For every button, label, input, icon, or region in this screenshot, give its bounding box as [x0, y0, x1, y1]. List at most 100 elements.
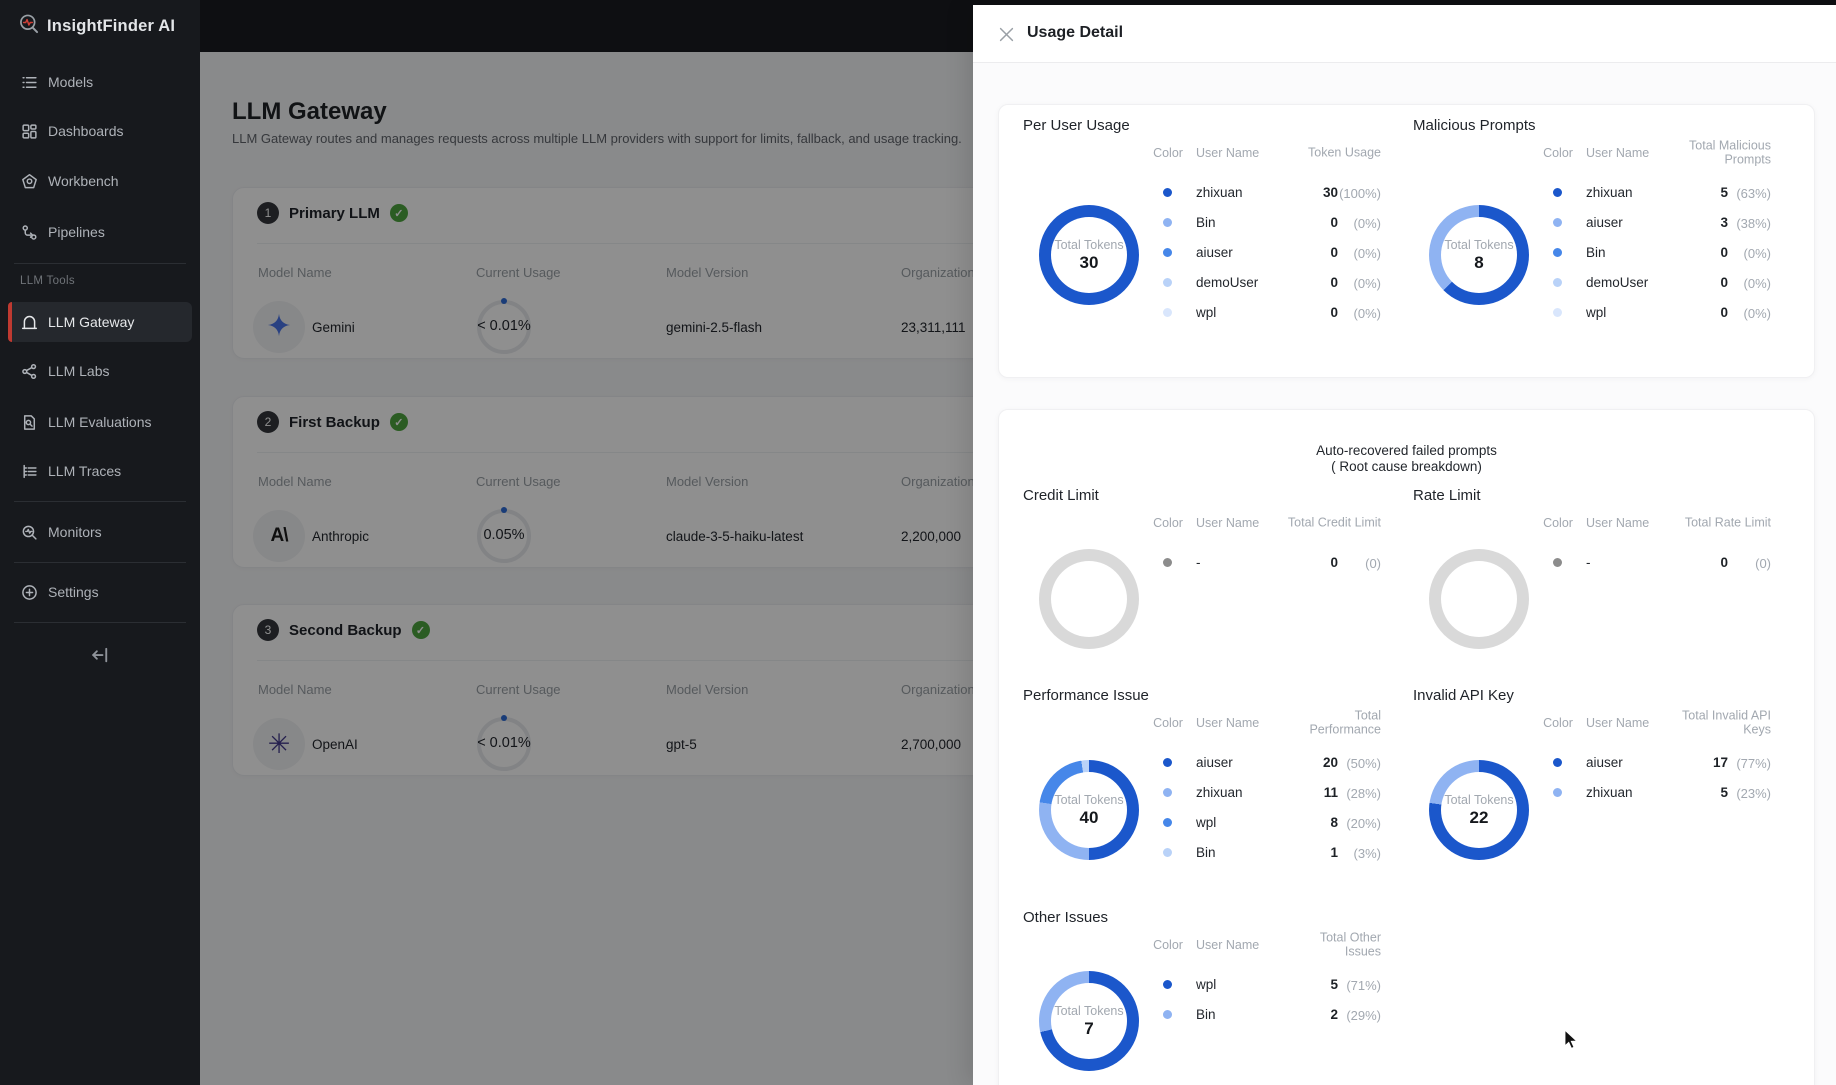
- usage-count-value: 11: [1323, 785, 1338, 800]
- section-title: Invalid API Key: [1413, 687, 1514, 704]
- usage-percent-value: (3%): [1353, 845, 1381, 861]
- app-logo-text: InsightFinder AI: [47, 17, 176, 35]
- sidebar-item-llm-labs[interactable]: LLM Labs: [8, 351, 192, 391]
- usage-gauge: < 0.01%: [477, 715, 531, 771]
- usage-percent-value: (0%): [1353, 305, 1381, 321]
- usage-table: zhixuan 5 (63%) aiuser 3 (38%) Bin 0 (0%) demoUse…: [1389, 178, 1771, 328]
- sidebar-divider: [14, 263, 186, 264]
- gauge-progress-dot: [501, 298, 507, 304]
- usage-percent-value: (100%): [1339, 185, 1381, 201]
- organization-tokens-value: 23,311,111: [901, 320, 966, 335]
- user-name-value: wpl: [1196, 977, 1217, 992]
- user-name-value: zhixuan: [1586, 185, 1633, 200]
- sidebar-item-monitors[interactable]: Monitors: [8, 512, 192, 552]
- column-header-user-name: User Name: [1196, 146, 1260, 160]
- sidebar-divider: [14, 622, 186, 623]
- user-name-value: aiuser: [1586, 215, 1623, 230]
- usage-gauge: 0.05%: [477, 507, 531, 563]
- usage-count-value: 0: [1330, 555, 1338, 570]
- usage-percent-value: (23%): [1736, 785, 1771, 801]
- table-row: wpl 0 (0%): [1389, 298, 1771, 328]
- table-header-row: Color User Name Total Rate Limit: [1389, 509, 1771, 537]
- table-header-row: Color User Name Total Malicious Prompts: [1389, 139, 1771, 167]
- color-dot: [1163, 788, 1172, 797]
- color-dot: [1163, 308, 1172, 317]
- column-header-color: Color: [1153, 716, 1183, 730]
- table-row: aiuser 0 (0%): [999, 238, 1381, 268]
- drawer-title: Usage Detail: [1027, 24, 1124, 41]
- usage-gauge: < 0.01%: [477, 298, 531, 354]
- dashboards-icon: [20, 122, 38, 140]
- color-dot: [1553, 278, 1562, 287]
- user-name-value: wpl: [1196, 305, 1217, 320]
- donut-center-label: Total Tokens: [1444, 237, 1514, 252]
- model-name-value: Gemini: [312, 320, 355, 335]
- sidebar-item-pipelines[interactable]: Pipelines: [8, 212, 192, 252]
- sidebar-item-label: LLM Evaluations: [48, 414, 152, 430]
- usage-count-value: 0: [1720, 245, 1728, 260]
- provider-logo-circle: A\: [253, 510, 305, 562]
- sidebar-item-models[interactable]: Models: [8, 62, 192, 102]
- sidebar-item-llm-evaluations[interactable]: LLM Evaluations: [8, 402, 192, 442]
- sidebar-item-label: LLM Labs: [48, 363, 110, 379]
- user-name-value: demoUser: [1586, 275, 1649, 290]
- column-header-current-usage: Current Usage: [476, 265, 561, 280]
- openai-logo-icon: ✳: [267, 728, 291, 759]
- color-dot: [1553, 758, 1562, 767]
- sidebar-item-llm-gateway[interactable]: LLM Gateway: [8, 302, 192, 342]
- table-row: - 0 (0): [1389, 548, 1771, 578]
- column-header-value: Total Other Issues: [1319, 930, 1381, 958]
- table-row: demoUser 0 (0%): [1389, 268, 1771, 298]
- column-header-value: Total Credit Limit: [1287, 515, 1381, 530]
- usage-percent-value: (0%): [1743, 305, 1771, 321]
- workbench-icon: [20, 172, 38, 190]
- usage-percent-value: (50%): [1346, 755, 1381, 771]
- usage-percent-value: (0): [1365, 555, 1381, 571]
- sidebar-item-dashboards[interactable]: Dashboards: [8, 111, 192, 151]
- usage-table: wpl 5 (71%) Bin 2 (29%): [999, 970, 1381, 1030]
- table-row: Bin 0 (0%): [1389, 238, 1771, 268]
- usage-count-value: 0: [1330, 275, 1338, 290]
- table-row: zhixuan 5 (23%): [1389, 778, 1771, 808]
- priority-badge: 2: [257, 411, 279, 433]
- llm-card-header: 2 First Backup ✓: [257, 411, 408, 433]
- llm-card-title: Primary LLM: [289, 204, 380, 222]
- donut-center: Total Tokens 40: [1051, 772, 1127, 848]
- sidebar-item-workbench[interactable]: Workbench: [8, 161, 192, 201]
- llm-card-title: First Backup: [289, 413, 380, 431]
- section-title: Performance Issue: [1023, 687, 1149, 704]
- usage-percent-value: (29%): [1346, 1007, 1381, 1023]
- app-logo[interactable]: InsightFinder AI: [18, 13, 175, 40]
- usage-percent-value: (0%): [1743, 275, 1771, 291]
- table-row: Bin 1 (3%): [999, 838, 1381, 868]
- usage-count-value: 5: [1720, 185, 1728, 200]
- sidebar-collapse-button[interactable]: [80, 637, 120, 673]
- usage-percent-value: (38%): [1736, 215, 1771, 231]
- sidebar-item-label: Workbench: [48, 173, 119, 189]
- priority-badge: 3: [257, 619, 279, 641]
- user-name-value: demoUser: [1196, 275, 1259, 290]
- table-header-row: Color User Name Total Other Issues: [999, 931, 1381, 959]
- color-dot: [1553, 248, 1562, 257]
- sidebar-item-label: Monitors: [48, 524, 102, 540]
- sidebar-item-label: LLM Traces: [48, 463, 122, 479]
- column-header-value: Total Rate Limit: [1684, 515, 1771, 530]
- sidebar-item-settings[interactable]: Settings: [8, 572, 192, 612]
- usage-percent-value: (77%): [1736, 755, 1771, 771]
- column-header-value: Token Usage: [1308, 145, 1381, 160]
- column-header-current-usage: Current Usage: [476, 474, 561, 489]
- model-version-value: gemini-2.5-flash: [666, 320, 763, 335]
- sidebar-item-label: LLM Gateway: [48, 314, 135, 330]
- color-dot: [1163, 818, 1172, 827]
- close-icon[interactable]: [997, 25, 1015, 43]
- page-title: LLM Gateway: [232, 98, 387, 126]
- color-dot: [1163, 558, 1172, 567]
- llm-card-title: Second Backup: [289, 621, 402, 639]
- donut-center-label: Total Tokens: [1054, 1003, 1124, 1018]
- section-title: Other Issues: [1023, 909, 1109, 926]
- table-row: demoUser 0 (0%): [999, 268, 1381, 298]
- usage-percent-value: (63%): [1736, 185, 1771, 201]
- section-title: Rate Limit: [1413, 487, 1481, 504]
- color-dot: [1163, 218, 1172, 227]
- sidebar-item-llm-traces[interactable]: LLM Traces: [8, 451, 192, 491]
